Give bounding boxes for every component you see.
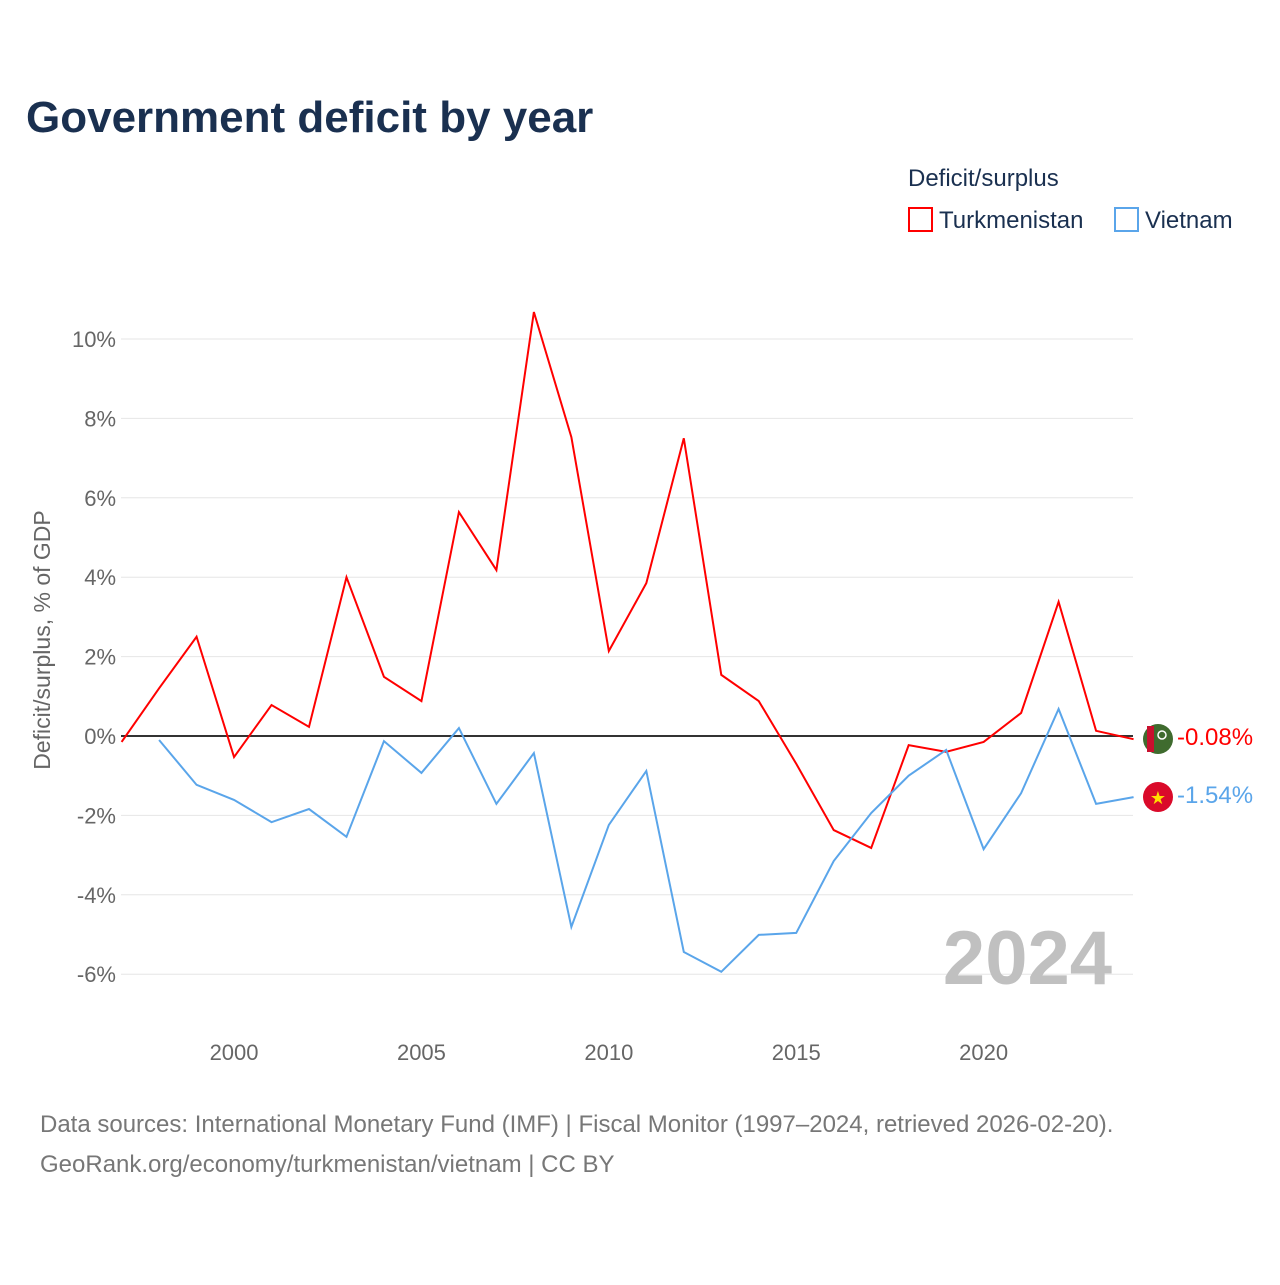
y-tick-label: -6% [77, 962, 116, 987]
svg-text:★: ★ [1150, 788, 1166, 808]
legend-item-vietnam[interactable]: Vietnam [1115, 207, 1233, 234]
series-line-turkmenistan [122, 312, 1134, 848]
y-tick-label: 0% [84, 724, 116, 749]
y-tick-label: -2% [77, 803, 116, 828]
x-tick-label: 2010 [584, 1040, 633, 1065]
y-tick-label: 10% [72, 327, 116, 352]
legend-label-vietnam: Vietnam [1145, 207, 1233, 234]
legend-title: Deficit/surplus [908, 165, 1059, 192]
footer-credit[interactable]: GeoRank.org/economy/turkmenistan/vietnam… [40, 1151, 614, 1178]
y-tick-label: -4% [77, 883, 116, 908]
legend-swatch-turkmenistan [909, 208, 932, 231]
y-tick-label: 2% [84, 645, 116, 670]
x-tick-label: 2015 [772, 1040, 821, 1065]
turkmenistan-flag-icon [1143, 724, 1173, 754]
x-tick-label: 2020 [959, 1040, 1008, 1065]
footer-source: Data sources: International Monetary Fun… [40, 1111, 1113, 1138]
vietnam-flag-icon: ★ [1143, 782, 1173, 812]
y-tick-label: 8% [84, 406, 116, 431]
legend-item-turkmenistan[interactable]: Turkmenistan [909, 207, 1084, 234]
y-tick-label: 4% [84, 565, 116, 590]
legend-label-turkmenistan: Turkmenistan [939, 207, 1084, 234]
end-label-vietnam: -1.54% [1177, 782, 1253, 809]
legend-swatch-vietnam [1115, 208, 1138, 231]
year-watermark: 2024 [943, 916, 1112, 1001]
y-tick-label: 6% [84, 486, 116, 511]
x-tick-label: 2005 [397, 1040, 446, 1065]
x-tick-label: 2000 [210, 1040, 259, 1065]
chart-title: Government deficit by year [26, 93, 593, 142]
y-axis-label: Deficit/surplus, % of GDP [29, 510, 55, 769]
end-label-turkmenistan: -0.08% [1177, 724, 1253, 751]
